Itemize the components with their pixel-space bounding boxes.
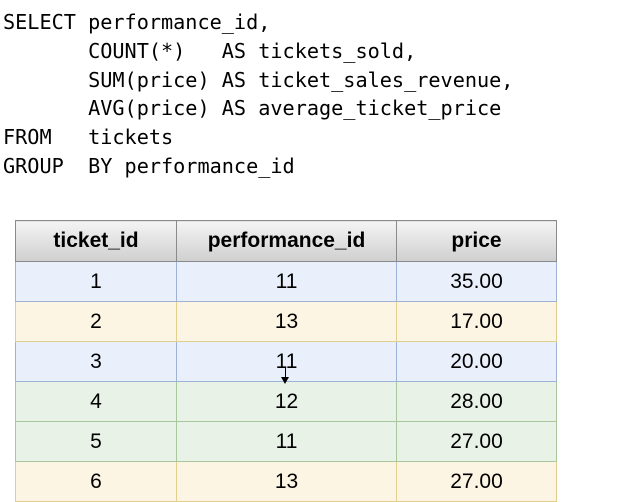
table-row: 4 12 28.00 (15, 381, 557, 422)
cell-ticket-id: 2 (15, 301, 177, 342)
cell-ticket-id: 6 (15, 461, 177, 502)
cell-price: 35.00 (396, 261, 557, 302)
sql-line-select: SELECT performance_id, (3, 10, 271, 34)
cell-ticket-id: 1 (15, 261, 177, 302)
cell-performance-id: 11 (176, 341, 397, 382)
sql-line-count: COUNT(*) AS tickets_sold, (3, 38, 417, 63)
header-price: price (396, 220, 557, 262)
cell-price: 28.00 (396, 381, 557, 422)
cell-performance-id: 12 (176, 381, 397, 422)
table-row: 3 11 20.00 (15, 341, 557, 382)
cell-ticket-id: 5 (15, 421, 177, 462)
table-row: 1 11 35.00 (15, 261, 557, 302)
table-row: 2 13 17.00 (15, 301, 557, 342)
cell-performance-id: 11 (176, 261, 397, 302)
cell-ticket-id: 3 (15, 341, 177, 382)
sql-line-group-by: GROUP BY performance_id (3, 153, 295, 178)
table-header-row: ticket_id performance_id price (15, 220, 557, 262)
cell-price: 17.00 (396, 301, 557, 342)
table-row: 5 11 27.00 (15, 421, 557, 462)
sql-line-avg: AVG(price) AS average_ticket_price (3, 96, 502, 121)
sql-line-sum: SUM(price) AS ticket_sales_revenue, (3, 67, 514, 92)
sql-query: SELECT performance_id, COUNT(*) AS ticke… (3, 8, 513, 181)
mouse-pointer-icon (285, 367, 286, 380)
header-performance-id: performance_id (176, 220, 397, 262)
cell-performance-id: 13 (176, 301, 397, 342)
header-ticket-id: ticket_id (15, 220, 177, 262)
cell-price: 20.00 (396, 341, 557, 382)
cell-ticket-id: 4 (15, 381, 177, 422)
pointer-arrowhead (281, 377, 289, 384)
cell-price: 27.00 (396, 421, 557, 462)
cell-price: 27.00 (396, 461, 557, 502)
table-row: 6 13 27.00 (15, 461, 557, 502)
cell-performance-id: 11 (176, 421, 397, 462)
sql-line-from: FROM tickets (3, 125, 174, 150)
cell-performance-id: 13 (176, 461, 397, 502)
tickets-table: ticket_id performance_id price 1 11 35.0… (15, 220, 557, 502)
